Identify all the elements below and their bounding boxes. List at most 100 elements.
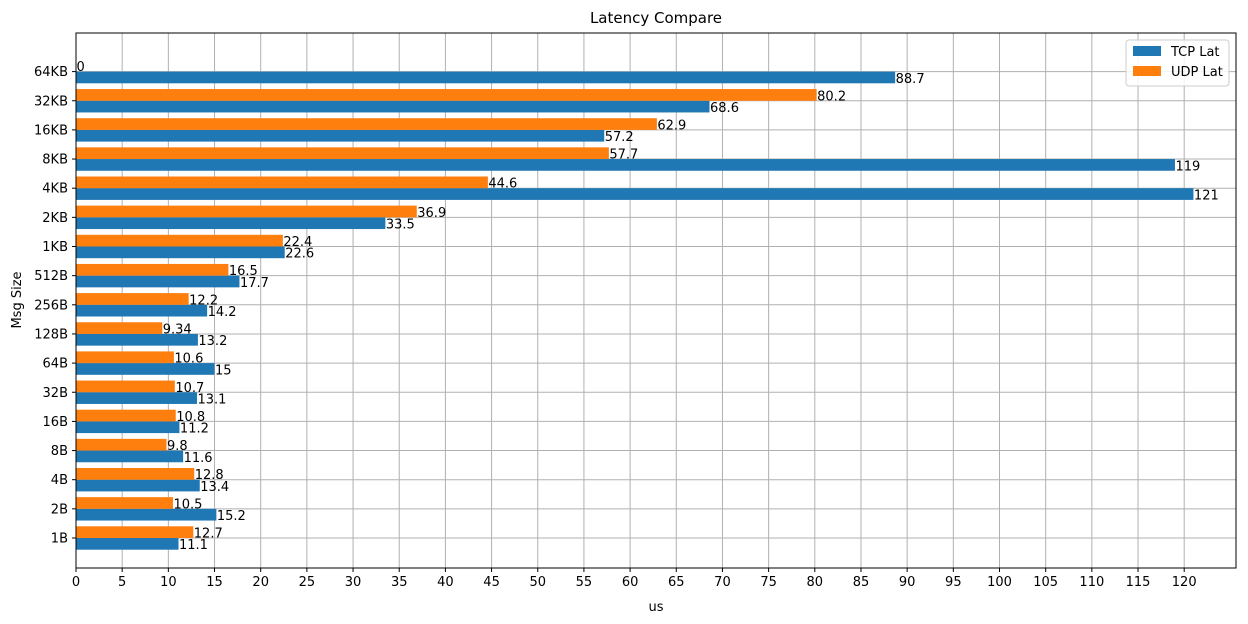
bar-tcp-lat (76, 479, 200, 492)
x-tick-label: 65 (668, 575, 685, 590)
legend-label-tcp: TCP Lat (1170, 45, 1220, 60)
plot-frame (75, 32, 1237, 569)
bar-tcp-lat (76, 246, 285, 259)
bar-udp-lat (76, 205, 417, 218)
x-tick-label: 10 (160, 575, 177, 590)
x-tick-label: 40 (437, 575, 454, 590)
data-label: 11.2 (180, 422, 209, 437)
bar-tcp-lat (76, 188, 1194, 200)
bar-tcp-lat (76, 508, 217, 521)
y-tick-label: 32B (43, 386, 68, 401)
bar-udp-lat (76, 497, 173, 509)
data-label: 10.6 (174, 352, 203, 367)
y-tick-label: 16B (43, 415, 68, 430)
bar-tcp-lat (76, 159, 1175, 171)
data-label: 33.5 (386, 218, 415, 233)
y-tick-label: 1B (51, 532, 68, 547)
x-tick-label: 45 (483, 575, 500, 590)
x-tick-label: 100 (987, 575, 1012, 590)
y-tick-label: 256B (34, 298, 68, 313)
data-label: 9.8 (167, 439, 188, 454)
bar-tcp-lat (76, 333, 198, 346)
y-axis-title: Msg Size (10, 271, 25, 328)
x-tick-label: 60 (622, 575, 639, 590)
data-label: 13.1 (197, 392, 226, 407)
bar-udp-lat (76, 351, 174, 364)
x-tick-label: 35 (391, 575, 408, 590)
data-label: 11.6 (184, 451, 213, 466)
x-tick-label: 90 (899, 575, 916, 590)
x-tick-label: 120 (1172, 575, 1197, 590)
x-tick-label: 70 (714, 575, 731, 590)
data-label: 57.7 (609, 148, 638, 163)
x-axis-title: us (648, 600, 663, 615)
bar-tcp-lat (76, 538, 179, 550)
bar-tcp-lat (76, 129, 605, 142)
data-label: 12.2 (189, 293, 218, 308)
x-tick-label: 50 (529, 575, 546, 590)
bar-udp-lat (76, 526, 194, 538)
data-label: 16.5 (229, 264, 258, 279)
bar-udp-lat (76, 438, 167, 451)
bar-tcp-lat (76, 304, 208, 317)
data-label: 9.34 (163, 322, 192, 337)
data-label: 36.9 (417, 206, 446, 221)
data-label: 15 (215, 363, 232, 378)
x-tick-label: 110 (1079, 575, 1104, 590)
bar-udp-lat (76, 118, 657, 130)
data-label: 57.2 (605, 130, 634, 145)
y-tick-label: 4KB (42, 182, 68, 197)
x-tick-label: 0 (72, 575, 80, 590)
x-tick-label: 105 (1033, 575, 1058, 590)
bar-udp-lat (76, 322, 163, 334)
bar-tcp-lat (76, 450, 184, 463)
bar-udp-lat (76, 293, 189, 305)
data-label: 22.6 (285, 247, 314, 262)
y-axis: 1B 2B 4B 8B 16B 32B 64B 128B 256B 512B 1KB 2KB 4KB 8K… (34, 65, 76, 547)
data-label: 62.9 (657, 118, 686, 133)
bar-udp-lat (76, 147, 609, 160)
bar-tcp-lat (76, 100, 710, 113)
data-label: 22.4 (283, 235, 312, 250)
x-tick-label: 55 (576, 575, 593, 590)
y-tick-label: 1KB (42, 240, 68, 255)
x-tick-label: 15 (206, 575, 223, 590)
x-tick-label: 30 (345, 575, 362, 590)
bar-tcp-lat (76, 217, 386, 230)
y-tick-label: 16KB (34, 123, 68, 138)
y-tick-label: 32KB (34, 94, 68, 109)
data-label: 12.8 (195, 468, 224, 483)
data-label: 10.7 (175, 381, 204, 396)
legend: TCP Lat UDP Lat (1125, 39, 1230, 87)
bar-tcp-lat (76, 275, 240, 288)
bar-tcp-lat (76, 363, 215, 375)
data-label: 11.1 (179, 538, 208, 553)
bar-udp-lat (76, 263, 229, 276)
data-labels: 11.1 15.2 13.4 11.6 11.2 13.1 15 13.2 14.217.7 22… (77, 60, 1219, 553)
data-label: 14.2 (208, 305, 237, 320)
y-tick-label: 4B (51, 473, 68, 488)
data-label: 119 (1175, 159, 1200, 174)
x-tick-label: 80 (807, 575, 824, 590)
bar-udp-lat (76, 468, 195, 480)
x-axis: 0 5 10 15 20 25 30 35 40 45 50 55 60 65 70 75 80 85 90 95 10… (72, 568, 1197, 590)
data-label: 15.2 (217, 509, 246, 524)
y-tick-label: 2KB (42, 211, 68, 226)
x-tick-label: 5 (118, 575, 126, 590)
y-tick-label: 64KB (34, 65, 68, 80)
data-label: 17.7 (240, 276, 269, 291)
y-tick-label: 2B (51, 502, 68, 517)
x-tick-label: 20 (252, 575, 269, 590)
legend-swatch-udp (1133, 66, 1161, 76)
x-tick-label: 25 (299, 575, 316, 590)
chart-title: Latency Compare (590, 9, 722, 27)
bar-udp-lat (76, 409, 176, 422)
data-label: 68.6 (710, 101, 739, 116)
y-tick-label: 8B (51, 444, 68, 459)
data-label: 10.5 (173, 497, 202, 512)
data-label: 88.7 (896, 72, 925, 87)
bar-tcp-lat (76, 421, 180, 434)
bar-udp-lat (76, 234, 283, 247)
data-label: 121 (1194, 188, 1219, 203)
data-label: 13.2 (198, 334, 227, 349)
